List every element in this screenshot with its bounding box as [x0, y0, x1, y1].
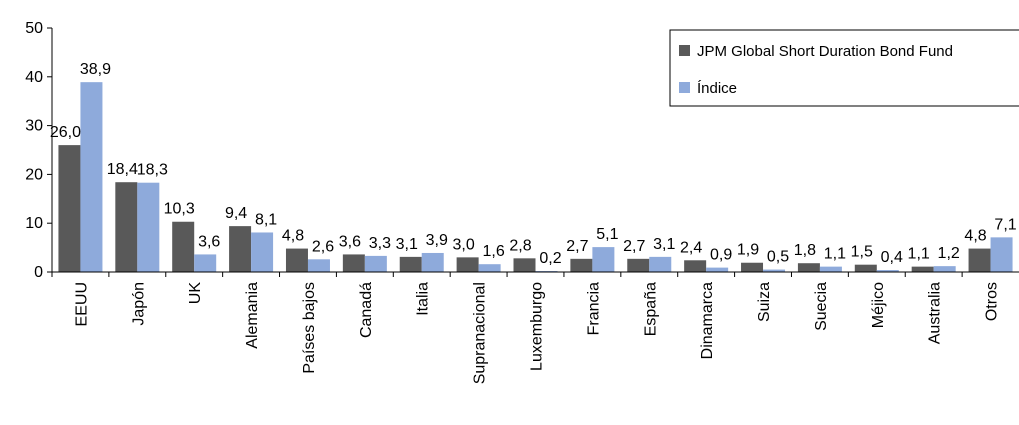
bar-fund	[855, 265, 877, 272]
y-tick-label: 0	[34, 264, 43, 281]
data-label-fund: 3,6	[339, 233, 361, 250]
x-category-label: Dinamarca	[699, 282, 716, 359]
y-tick-label: 50	[25, 20, 43, 37]
x-category-label: Luxemburgo	[529, 282, 546, 371]
bar-fund	[969, 249, 991, 272]
x-category-label: Méjico	[870, 282, 887, 328]
data-label-index: 3,1	[653, 236, 675, 253]
x-category-label: Australia	[927, 282, 944, 344]
data-label-fund: 2,7	[566, 238, 588, 255]
data-label-index: 2,6	[312, 238, 334, 255]
legend: JPM Global Short Duration Bond Fund Índi…	[670, 30, 1019, 106]
data-label-index: 1,1	[824, 246, 846, 263]
bar-index	[365, 256, 387, 272]
x-category-label: EEUU	[73, 282, 90, 326]
legend-swatch-index	[679, 82, 690, 93]
bar-fund	[400, 257, 422, 272]
bar-index	[137, 183, 159, 272]
bar-fund	[115, 182, 137, 272]
data-label-index: 5,1	[596, 226, 618, 243]
bar-fund	[912, 267, 934, 272]
x-category-label: Suecia	[813, 282, 830, 331]
data-label-fund: 4,8	[964, 228, 986, 245]
bar-fund	[741, 263, 763, 272]
data-label-index: 3,3	[369, 235, 391, 252]
x-category-label: Francia	[585, 282, 602, 335]
bar-fund	[514, 258, 536, 272]
bar-index	[991, 237, 1013, 272]
bar-fund	[286, 249, 308, 272]
bar-fund	[58, 145, 80, 272]
bar-index	[422, 253, 444, 272]
x-category-label: España	[642, 282, 659, 336]
x-category-label: Japón	[130, 282, 147, 326]
data-label-index: 1,2	[938, 245, 960, 262]
x-category-label: Canadá	[358, 282, 375, 338]
y-tick-label: 30	[25, 118, 43, 135]
y-tick-label: 10	[25, 215, 43, 232]
data-label-index: 1,6	[482, 243, 504, 260]
data-label-fund: 1,8	[794, 242, 816, 259]
data-label-fund: 4,8	[282, 228, 304, 245]
bar-index	[706, 268, 728, 272]
legend-swatch-fund	[679, 45, 690, 56]
legend-label-index: Índice	[697, 80, 737, 97]
data-label-fund: 10,3	[164, 201, 195, 218]
x-category-label: Otros	[984, 282, 1001, 321]
data-label-index: 0,9	[710, 247, 732, 264]
data-label-fund: 9,4	[225, 205, 247, 222]
bar-fund	[172, 222, 194, 272]
data-label-fund: 2,4	[680, 239, 702, 256]
data-label-index: 3,9	[426, 232, 448, 249]
data-label-fund: 18,4	[107, 161, 138, 178]
bar-index	[479, 264, 501, 272]
data-label-fund: 3,1	[396, 236, 418, 253]
data-label-fund: 26,0	[50, 124, 81, 141]
bar-fund	[457, 257, 479, 272]
x-category-label: Alemania	[244, 282, 261, 349]
bar-index	[308, 259, 330, 272]
x-axis: EEUU Japón UK Alemania Países bajos Canadá Ita…	[52, 272, 1019, 384]
data-label-index: 18,3	[137, 162, 168, 179]
x-category-label: Países bajos	[301, 282, 318, 374]
data-label-fund: 3,0	[452, 236, 474, 253]
bar-fund	[343, 254, 365, 272]
x-category-label: Suiza	[756, 282, 773, 322]
bar-fund	[684, 260, 706, 272]
data-label-fund: 2,8	[509, 237, 531, 254]
bar-index	[820, 267, 842, 272]
data-label-index: 0,5	[767, 249, 789, 266]
bar-fund	[798, 263, 820, 272]
data-label-fund: 2,7	[623, 238, 645, 255]
data-label-fund: 1,5	[851, 244, 873, 261]
data-label-fund: 1,1	[908, 246, 930, 263]
bar-index	[80, 82, 102, 272]
data-label-index: 8,1	[255, 211, 277, 228]
bar-index	[194, 254, 216, 272]
y-tick-label: 20	[25, 166, 43, 183]
bar-index	[934, 266, 956, 272]
legend-label-fund: JPM Global Short Duration Bond Fund	[697, 43, 953, 60]
data-label-index: 0,4	[881, 249, 903, 266]
x-category-label: Italia	[415, 282, 432, 316]
bar-index	[592, 247, 614, 272]
data-label-index: 7,1	[994, 216, 1016, 233]
data-label-index: 38,9	[80, 61, 111, 78]
x-category-label: Supranacional	[472, 282, 489, 384]
data-label-fund: 1,9	[737, 242, 759, 259]
bar-fund	[570, 259, 592, 272]
bar-fund	[229, 226, 251, 272]
data-label-index: 3,6	[198, 233, 220, 250]
bar-index	[649, 257, 671, 272]
data-label-index: 0,2	[539, 250, 561, 267]
bar-fund	[627, 259, 649, 272]
y-axis: 0 10 20 30 40 50	[25, 20, 52, 281]
x-category-label: UK	[187, 282, 204, 305]
y-tick-label: 40	[25, 69, 43, 86]
bar-index	[251, 232, 273, 272]
